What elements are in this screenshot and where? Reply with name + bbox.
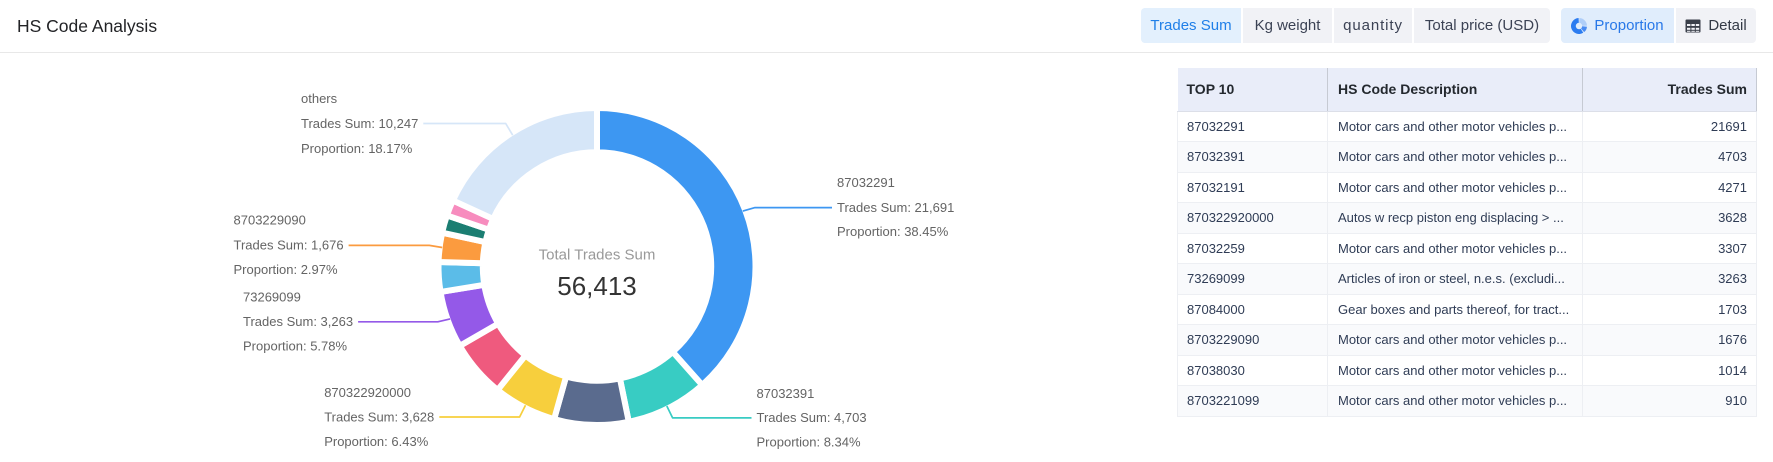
- svg-text:73269099: 73269099: [243, 290, 301, 305]
- svg-text:56,413: 56,413: [557, 271, 637, 301]
- svg-text:87032291: 87032291: [837, 175, 895, 190]
- svg-text:Trades Sum: 1,676: Trades Sum: 1,676: [234, 238, 344, 253]
- svg-text:Total Trades Sum: Total Trades Sum: [539, 247, 656, 264]
- svg-text:Proportion: 8.34%: Proportion: 8.34%: [757, 435, 862, 450]
- svg-text:others: others: [301, 91, 338, 106]
- svg-text:Proportion: 5.78%: Proportion: 5.78%: [243, 339, 348, 354]
- svg-text:Proportion: 2.97%: Proportion: 2.97%: [234, 262, 339, 277]
- svg-text:Trades Sum: 3,628: Trades Sum: 3,628: [324, 409, 434, 424]
- svg-text:8703229090: 8703229090: [234, 212, 306, 227]
- svg-text:Proportion: 38.45%: Proportion: 38.45%: [837, 224, 949, 239]
- svg-text:Trades Sum: 21,691: Trades Sum: 21,691: [837, 200, 954, 215]
- svg-text:Proportion: 6.43%: Proportion: 6.43%: [324, 434, 429, 449]
- svg-text:Trades Sum: 10,247: Trades Sum: 10,247: [301, 116, 418, 131]
- svg-text:87032391: 87032391: [757, 386, 815, 401]
- svg-text:870322920000: 870322920000: [324, 385, 411, 400]
- svg-text:Proportion: 18.17%: Proportion: 18.17%: [301, 141, 413, 156]
- svg-text:Trades Sum: 4,703: Trades Sum: 4,703: [757, 410, 867, 425]
- svg-text:Trades Sum: 3,263: Trades Sum: 3,263: [243, 314, 353, 329]
